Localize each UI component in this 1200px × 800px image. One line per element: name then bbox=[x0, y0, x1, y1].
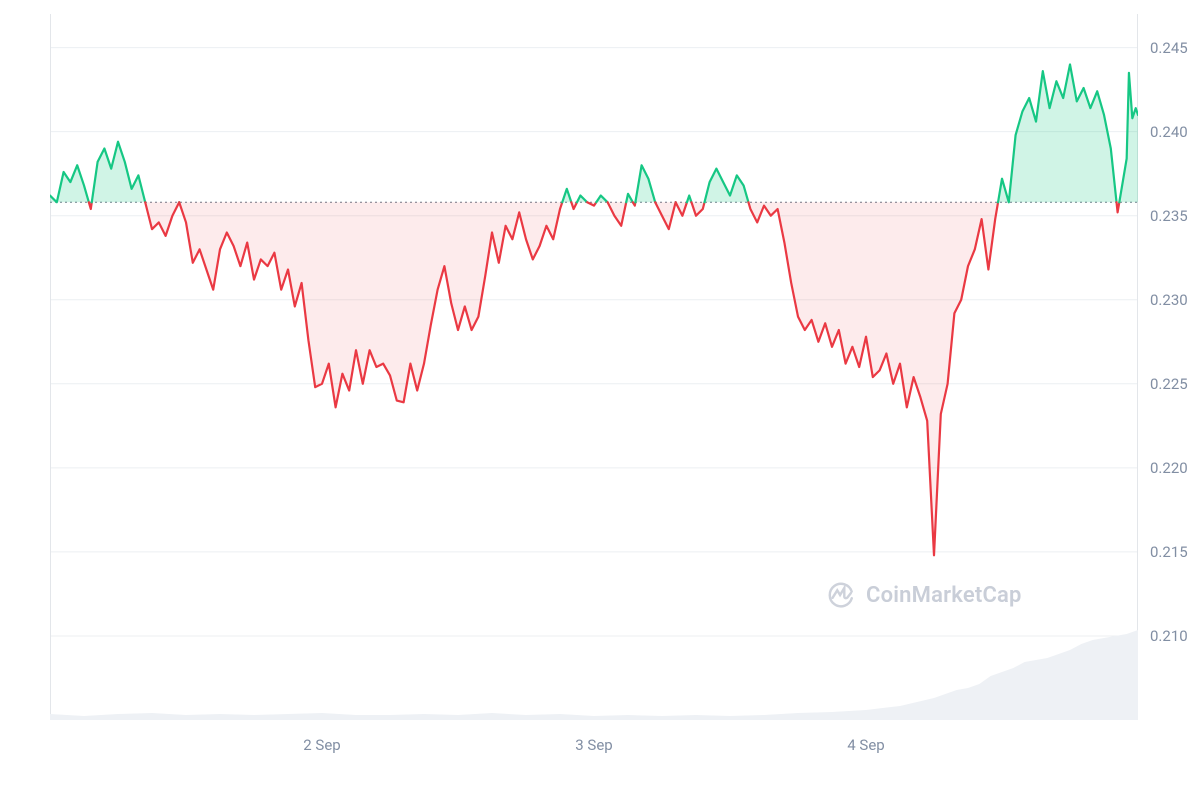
price-chart[interactable] bbox=[50, 14, 1138, 720]
y-tick-label: 0.220 bbox=[1150, 459, 1188, 477]
y-tick-label: 0.210 bbox=[1150, 627, 1188, 645]
x-axis-labels: 2 Sep 3 Sep 4 Sep bbox=[50, 736, 1138, 766]
y-tick-label: 0.215 bbox=[1150, 543, 1188, 561]
y-tick-label: 0.225 bbox=[1150, 375, 1188, 393]
y-tick-label: 0.240 bbox=[1150, 123, 1188, 141]
coinmarketcap-logo-icon bbox=[826, 580, 856, 610]
x-tick-label: 3 Sep bbox=[575, 736, 612, 754]
y-tick-label: 0.245 bbox=[1150, 39, 1188, 57]
y-tick-label: 0.230 bbox=[1150, 291, 1188, 309]
x-tick-label: 4 Sep bbox=[847, 736, 884, 754]
y-tick-label: 0.235 bbox=[1150, 207, 1188, 225]
y-axis-labels: 0.210 0.215 0.220 0.225 0.230 0.235 0.240 0.245 bbox=[1150, 0, 1200, 800]
x-tick-label: 2 Sep bbox=[303, 736, 340, 754]
chart-svg bbox=[50, 14, 1138, 720]
watermark: CoinMarketCap bbox=[826, 580, 1022, 610]
watermark-text: CoinMarketCap bbox=[866, 583, 1022, 608]
